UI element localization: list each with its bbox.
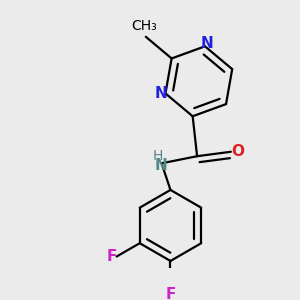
- Text: H: H: [153, 149, 163, 163]
- Text: N: N: [154, 158, 167, 172]
- Text: CH₃: CH₃: [131, 19, 157, 33]
- Text: F: F: [106, 249, 116, 264]
- Text: O: O: [231, 144, 244, 159]
- Text: F: F: [165, 287, 176, 300]
- Text: N: N: [200, 36, 213, 51]
- Text: N: N: [154, 86, 167, 101]
